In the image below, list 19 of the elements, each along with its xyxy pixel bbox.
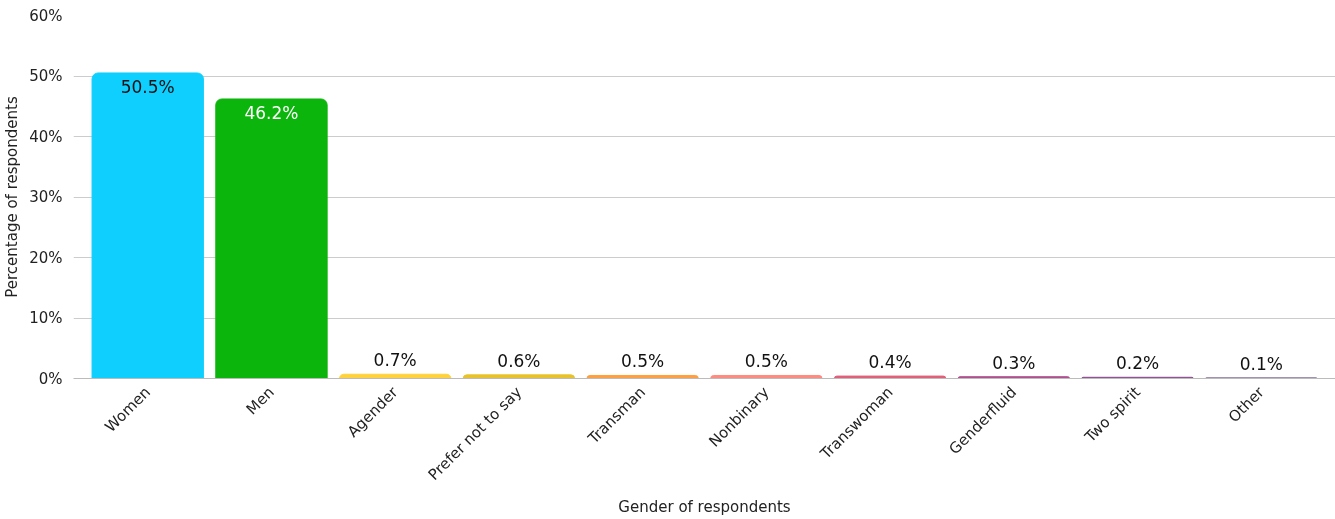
- y-tick-label: 40%: [29, 127, 63, 146]
- data-label: 0.5%: [744, 351, 788, 372]
- data-label: 0.3%: [992, 352, 1036, 373]
- y-axis-title: Percentage of respondents: [3, 96, 22, 298]
- x-axis-title: Gender of respondents: [618, 498, 791, 517]
- y-tick-label: 30%: [29, 188, 63, 206]
- data-label: 50.5%: [120, 76, 175, 97]
- y-tick-label: 0%: [38, 369, 63, 388]
- y-tick-label: 50%: [29, 67, 63, 85]
- data-label: 0.5%: [621, 351, 665, 372]
- data-label: 0.2%: [1115, 353, 1160, 374]
- data-label: 46.2%: [244, 102, 299, 123]
- y-tick-label: 60%: [29, 6, 63, 25]
- data-label: 0.4%: [868, 352, 912, 373]
- y-tick-label: 10%: [29, 309, 63, 327]
- data-label: 0.7%: [373, 350, 417, 371]
- data-label: 0.1%: [1239, 353, 1283, 374]
- y-tick-label: 20%: [29, 248, 63, 267]
- data-label: 0.6%: [497, 350, 541, 371]
